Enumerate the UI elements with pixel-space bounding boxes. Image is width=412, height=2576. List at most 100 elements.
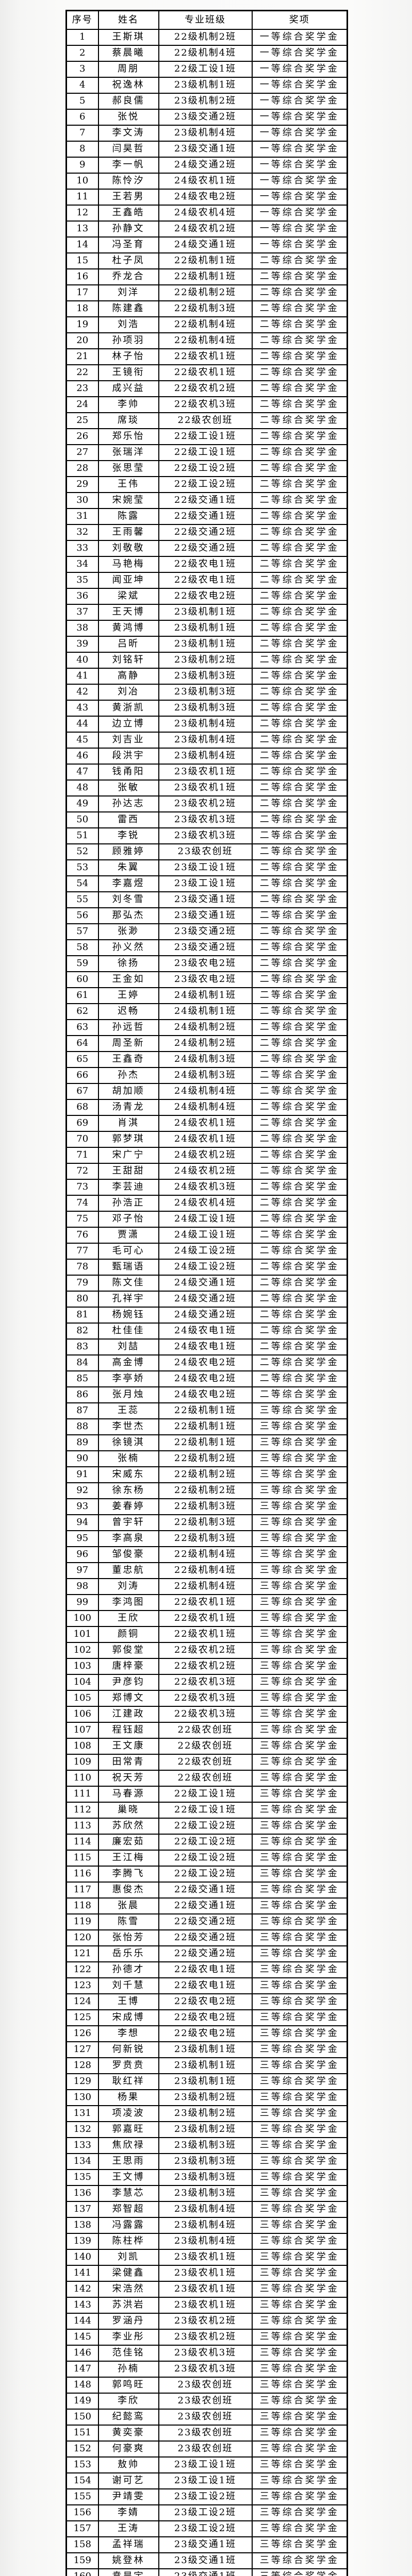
serial-cell: 111 [65,1785,99,1803]
serial-cell: 9 [65,156,99,174]
class-cell: 22级机制4班 [158,44,253,62]
serial-cell: 57 [65,923,99,940]
name-cell: 梁斌 [97,587,159,605]
award-cell: 三等综合奖学金 [251,2184,348,2202]
table-row: 2 蔡晨曦 22级机制4班 一等综合奖学金 [65,44,348,62]
class-cell: 22级农电1班 [158,571,253,589]
class-cell: 24级农机2班 [158,1146,253,1164]
name-cell: 刘冬雪 [97,891,159,908]
serial-cell: 48 [65,779,99,796]
award-cell: 一等综合奖学金 [251,124,348,142]
name-cell: 高金博 [97,1354,159,1371]
class-cell: 22级农电1班 [158,1961,253,1978]
table-row: 94 曾宇轩 22级机制3班 三等综合奖学金 [65,1514,348,1531]
name-cell: 孙义然 [97,939,159,956]
class-cell: 22级农机1班 [158,364,253,381]
serial-cell: 19 [65,316,99,333]
award-cell: 二等综合奖学金 [251,667,348,685]
serial-cell: 85 [65,1370,99,1387]
name-cell: 林子怡 [97,348,159,365]
table-row: 4 祝逸林 23级机制1班 一等综合奖学金 [65,76,348,94]
table-row: 68 汤青龙 24级机制4班 二等综合奖学金 [65,1098,348,1116]
class-cell: 24级交通2班 [158,156,253,174]
table-row: 61 王婷 24级机制1班 二等综合奖学金 [65,987,348,1004]
award-cell: 三等综合奖学金 [251,1721,348,1739]
class-cell: 23级机制3班 [158,2168,253,2186]
name-cell: 谢可艺 [97,2472,159,2489]
award-cell: 三等综合奖学金 [251,2504,348,2521]
serial-cell: 159 [65,2552,99,2569]
class-cell: 22级农电2班 [158,1993,253,2010]
award-cell: 二等综合奖学金 [251,412,348,429]
table-row: 153 敖帅 23级工设1班 三等综合奖学金 [65,2456,348,2473]
award-cell: 二等综合奖学金 [251,1178,348,1196]
serial-cell: 104 [65,1673,99,1691]
award-cell: 二等综合奖学金 [251,587,348,605]
name-cell: 王天博 [97,603,159,621]
name-cell: 郝良儒 [97,92,159,110]
award-cell: 三等综合奖学金 [251,2552,348,2569]
class-cell: 23级农机1班 [158,2264,253,2282]
class-cell: 22级农机2班 [158,380,253,397]
name-cell: 陈文佳 [97,1274,159,1292]
table-row: 24 李帅 22级农机3班 二等综合奖学金 [65,396,348,413]
table-row: 27 张瑞洋 22级工设1班 二等综合奖学金 [65,444,348,461]
class-cell: 23级农创班 [158,2408,253,2426]
name-cell: 祝逸林 [97,76,159,94]
name-cell: 那弘杰 [97,907,159,924]
table-row: 123 刘千慧 22级农电1班 三等综合奖学金 [65,1977,348,1994]
name-cell: 杨果 [97,2089,159,2106]
table-row: 52 顾雅婷 23级农创班 二等综合奖学金 [65,843,348,860]
table-row: 55 刘冬雪 23级交通1班 二等综合奖学金 [65,891,348,908]
award-cell: 三等综合奖学金 [251,1434,348,1451]
name-cell: 李腾飞 [97,1865,159,1883]
name-cell: 王鑫皓 [97,204,159,222]
class-cell: 22级农机3班 [158,396,253,413]
award-cell: 二等综合奖学金 [251,252,348,269]
award-cell: 三等综合奖学金 [251,1897,348,1914]
class-cell: 23级农机1班 [158,763,253,781]
serial-cell: 141 [65,2264,99,2282]
award-cell: 二等综合奖学金 [251,555,348,573]
class-cell: 22级机制3班 [158,1530,253,1547]
class-cell: 24级机制1班 [158,987,253,1004]
award-cell: 三等综合奖学金 [251,1977,348,1994]
class-cell: 22级交通1班 [158,1897,253,1914]
table-row: 89 徐镜淇 22级机制1班 三等综合奖学金 [65,1434,348,1451]
award-cell: 二等综合奖学金 [251,763,348,781]
serial-cell: 5 [65,92,99,110]
award-cell: 二等综合奖学金 [251,348,348,365]
class-cell: 22级工设1班 [158,1801,253,1819]
award-cell: 二等综合奖学金 [251,444,348,461]
award-cell: 三等综合奖学金 [251,1705,348,1723]
award-cell: 三等综合奖学金 [251,2041,348,2058]
name-cell: 王雨馨 [97,523,159,541]
class-cell: 23级机制2班 [158,2105,253,2122]
table-row: 75 邓子怡 24级工设1班 二等综合奖学金 [65,1210,348,1228]
name-cell: 孔祥宇 [97,1290,159,1308]
name-cell: 岳乐乐 [97,1945,159,1962]
award-cell: 三等综合奖学金 [251,1929,348,1946]
name-cell: 祝天芳 [97,1769,159,1787]
award-cell: 一等综合奖学金 [251,44,348,62]
table-row: 117 惠俊杰 22级交通1班 三等综合奖学金 [65,1881,348,1899]
name-cell: 周圣新 [97,1035,159,1052]
table-row: 135 王文博 23级机制3班 三等综合奖学金 [65,2168,348,2186]
award-cell: 三等综合奖学金 [251,2232,348,2250]
name-cell: 耿红祥 [97,2073,159,2090]
class-cell: 23级农机3班 [158,811,253,828]
class-cell: 22级农电1班 [158,555,253,573]
serial-cell: 37 [65,603,99,621]
table-row: 60 王金如 23级农电2班 二等综合奖学金 [65,971,348,988]
class-cell: 24级农电1班 [158,1322,253,1340]
award-cell: 一等综合奖学金 [251,76,348,94]
award-cell: 三等综合奖学金 [251,1993,348,2010]
serial-cell: 42 [65,683,99,701]
table-row: 46 段洪宇 23级机制4班 二等综合奖学金 [65,747,348,765]
name-cell: 范佳铭 [97,2344,159,2362]
class-cell: 22级农电2班 [158,2025,253,2042]
serial-cell: 105 [65,1689,99,1707]
serial-cell: 84 [65,1354,99,1371]
table-row: 38 黄鸿博 23级机制1班 二等综合奖学金 [65,619,348,637]
name-cell: 宋婉莹 [97,492,159,509]
